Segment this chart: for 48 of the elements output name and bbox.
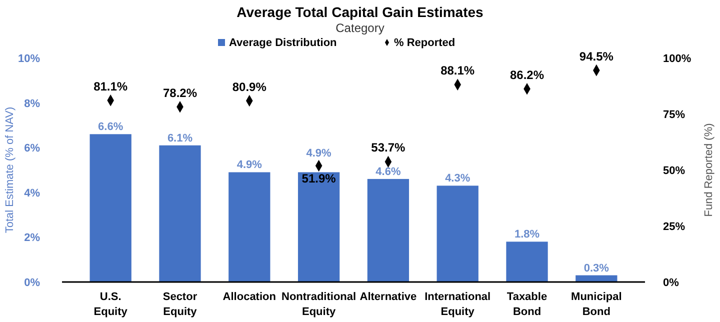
x-tick-label: Nontraditional Equity (282, 291, 356, 318)
data-label: 86.2% (510, 68, 544, 82)
data-label: 51.9% (302, 172, 336, 186)
data-label: 1.8% (514, 228, 540, 241)
bar (506, 242, 548, 282)
legend-label: % Reported (394, 37, 456, 49)
y2-axis-title: Fund Reported (%) (703, 123, 715, 217)
x-tick-label: Municipal Bond (571, 291, 622, 318)
data-label: 4.3% (445, 172, 470, 185)
data-label: 94.5% (579, 49, 614, 64)
y2-tick-label: 50% (663, 165, 686, 177)
y-tick-label: 2% (24, 232, 40, 244)
legend-label: Average Distribution (229, 37, 338, 49)
bar (436, 186, 478, 282)
data-label: 81.1% (94, 79, 128, 94)
chart-title: Average Total Capital Gain Estimates (236, 4, 484, 20)
bar (228, 172, 270, 282)
data-label: 6.6% (98, 121, 124, 134)
x-tick-label: Allocation (222, 291, 276, 303)
y-axis-title: Total Estimate (% of NAV) (4, 106, 16, 234)
y-tick-label: 8% (24, 98, 40, 110)
bar (90, 134, 132, 282)
data-label: 80.9% (232, 80, 267, 94)
data-label: 0.3% (584, 262, 610, 274)
data-label: 4.6% (376, 166, 401, 178)
x-tick-label: International Equity (424, 291, 491, 318)
y-tick-label: 0% (24, 277, 40, 289)
y-tick-label: 10% (18, 53, 40, 65)
y2-tick-label: 75% (663, 109, 686, 121)
y2-tick-label: 25% (663, 221, 686, 233)
data-label: 6.1% (167, 132, 193, 144)
y-tick-label: 6% (24, 142, 40, 155)
x-tick-label: Alternative (360, 291, 417, 303)
data-label: 88.1% (440, 64, 475, 78)
x-tick-label: U.S. Equity (94, 291, 128, 318)
y-tick-label: 4% (24, 187, 40, 200)
x-tick-label: Taxable Bond (506, 291, 548, 318)
bar (367, 178, 410, 282)
bar (159, 145, 201, 282)
data-label: 78.2% (162, 86, 198, 100)
y2-tick-label: 100% (663, 53, 692, 65)
y2-tick-label: 0% (663, 277, 680, 289)
bar (298, 172, 340, 282)
data-label: 53.7% (371, 140, 406, 155)
data-label: 4.9% (236, 159, 262, 172)
x-tick-label: Sector Equity (162, 291, 198, 318)
chart-subtitle: Category (336, 21, 384, 35)
data-label: 4.9% (306, 148, 332, 160)
